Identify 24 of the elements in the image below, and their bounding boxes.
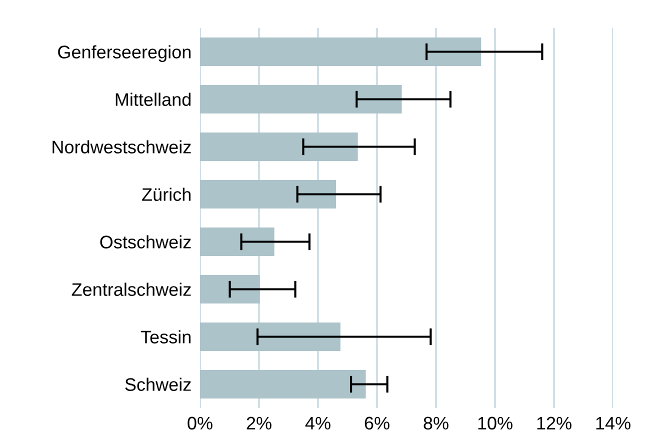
x-tick-label: 6%	[364, 416, 390, 430]
x-tick-label: 0%	[188, 416, 212, 430]
y-tick-label: Ostschweiz	[100, 235, 191, 248]
y-tick-label: Zürich	[142, 188, 190, 201]
bar	[200, 322, 340, 351]
bar	[200, 132, 358, 161]
y-tick-label: Schweiz	[125, 378, 191, 391]
bar	[200, 228, 274, 256]
y-tick-label: Tessin	[140, 330, 190, 344]
x-tick-label: 14%	[596, 416, 630, 430]
y-tick-label: Zentralschweiz	[72, 282, 191, 296]
y-tick-label: Nordwestschweiz	[52, 140, 191, 154]
y-tick-label: Mittelland	[116, 92, 191, 106]
bar	[200, 85, 402, 114]
x-tick-label: 10%	[478, 416, 512, 430]
bar	[200, 38, 482, 66]
x-tick-label: 4%	[305, 416, 330, 430]
x-tick-label: 2%	[246, 416, 272, 430]
y-tick-label: Genferseeregion	[58, 45, 191, 62]
bar	[200, 275, 260, 304]
x-tick-label: 12%	[537, 416, 572, 430]
x-tick-label: 8%	[424, 416, 448, 430]
bar	[200, 370, 366, 398]
bar	[200, 180, 336, 208]
